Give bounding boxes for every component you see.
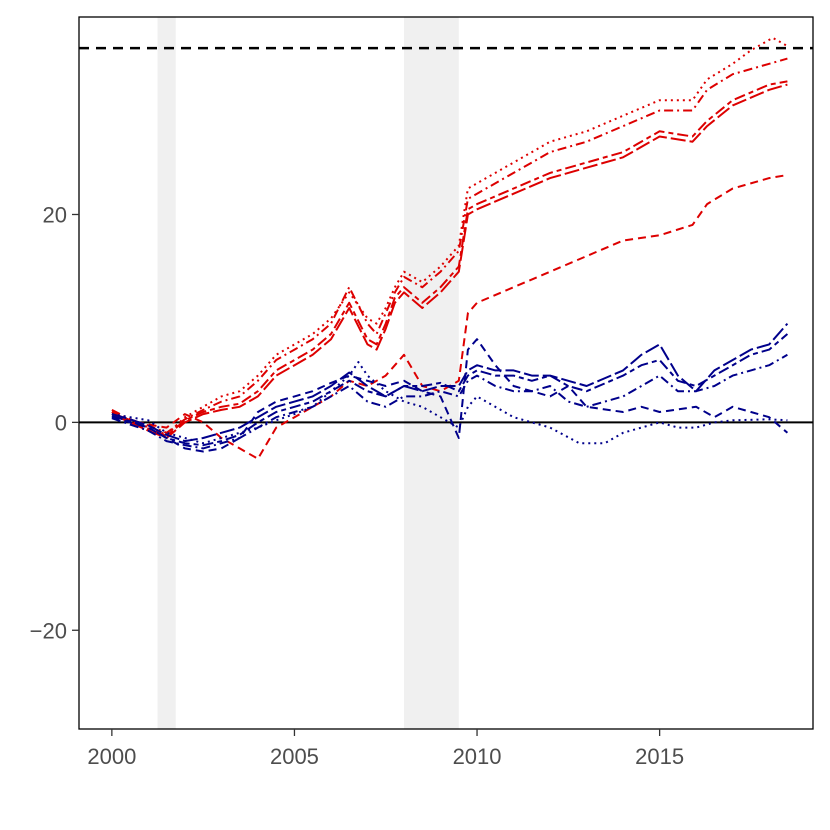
y-tick-label: −20 [30,618,67,643]
recession-shading [157,17,459,729]
series-line-5 [111,174,788,460]
x-tick-label: 2010 [453,744,502,769]
x-tick-label: 2005 [270,744,319,769]
y-tick-label: 0 [55,410,67,435]
series-line-2 [111,57,788,434]
series-line-10 [111,353,788,450]
series-line-9 [111,333,789,447]
axes: 2000 2005 2010 2015 −20 0 20 [30,202,684,769]
shaded-period-1 [157,17,176,729]
series-line-3 [111,83,788,439]
shaded-period-2 [404,17,459,729]
series-lines [111,36,789,460]
series-line-6 [111,361,788,445]
y-tick-label: 20 [43,202,67,227]
series-line-4 [111,80,788,437]
series-line-1 [111,36,788,436]
x-tick-label: 2000 [87,744,136,769]
plot-border [78,16,814,730]
x-tick-label: 2015 [635,744,684,769]
